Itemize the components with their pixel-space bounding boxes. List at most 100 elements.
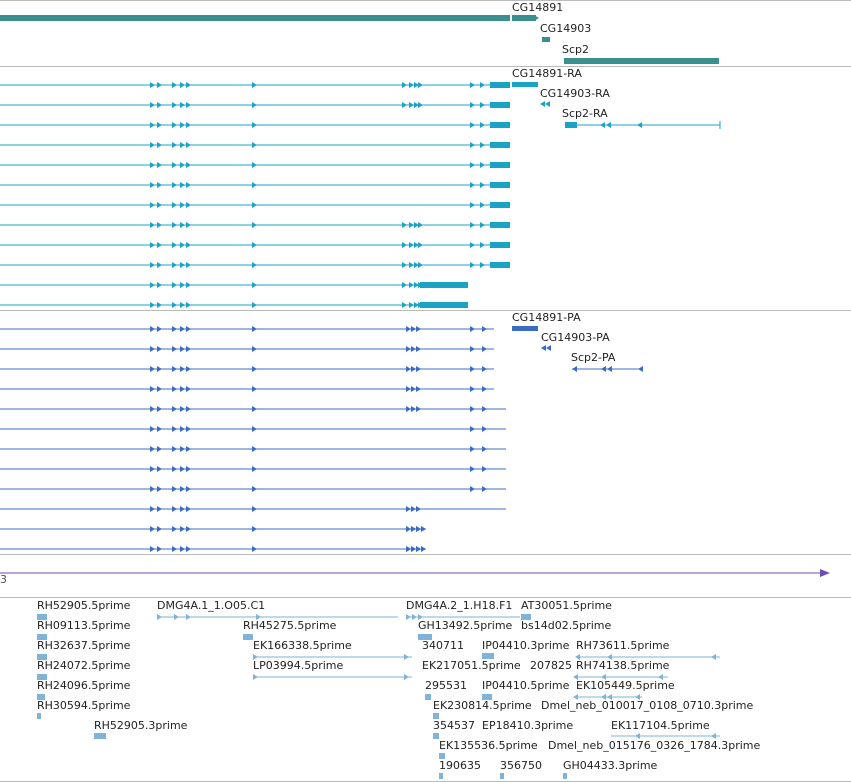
strand-arrow [186, 486, 191, 492]
est-label[interactable]: EK230814.5prime [433, 699, 532, 712]
strand-arrow [186, 386, 191, 392]
transcript-label-cg14891-ra[interactable]: CG14891-RA [512, 67, 582, 80]
strand-arrow [252, 406, 257, 412]
est-label[interactable]: EK166338.5prime [253, 639, 352, 652]
transcript-utr-exon [420, 282, 468, 288]
est-label[interactable]: 356750 [500, 759, 542, 772]
est-label[interactable]: RH09113.5prime [37, 619, 131, 632]
strand-arrow [256, 614, 261, 620]
gene-scp2 [564, 58, 719, 64]
strand-arrow [150, 82, 155, 88]
strand-arrow [150, 326, 155, 332]
strand-arrow [635, 694, 640, 700]
strand-arrow [186, 446, 191, 452]
est-label[interactable]: RH24096.5prime [37, 679, 131, 692]
strand-arrow [470, 386, 475, 392]
strand-arrow [157, 222, 162, 228]
strand-arrow [482, 426, 487, 432]
est-label[interactable]: Dmel_neb_010017_0108_0710.3prime [541, 699, 754, 712]
est-label[interactable]: RH74138.5prime [576, 659, 670, 672]
est-label[interactable]: LP03994.5prime [253, 659, 344, 672]
strand-arrow [480, 222, 485, 228]
est-label[interactable]: GH04433.3prime [563, 759, 658, 772]
strand-arrow [150, 346, 155, 352]
strand-arrow [470, 466, 475, 472]
strand-arrow [482, 366, 487, 372]
est-label[interactable]: bs14d02.5prime [521, 619, 612, 632]
strand-arrow [402, 262, 407, 268]
est-exon [37, 614, 47, 620]
est-label[interactable]: EK117104.5prime [611, 719, 710, 732]
strand-arrow [172, 486, 177, 492]
protein-label-scp2-pa[interactable]: Scp2-PA [571, 351, 616, 364]
strand-arrow [409, 222, 414, 228]
gene-label-cg14903[interactable]: CG14903 [540, 22, 592, 35]
est-label[interactable]: Dmel_neb_015176_0326_1784.3prime [548, 739, 761, 752]
strand-arrow [172, 326, 177, 332]
strand-arrow [252, 282, 257, 288]
est-label[interactable]: 295531 [425, 679, 467, 692]
est-label[interactable]: EK105449.5prime [576, 679, 675, 692]
est-label[interactable]: IP04410.3prime [482, 639, 570, 652]
transcript-label-scp2-ra[interactable]: Scp2-RA [562, 107, 608, 120]
strand-arrow [411, 526, 416, 532]
strand-arrow [172, 122, 177, 128]
est-label[interactable]: 354537 [433, 719, 475, 732]
protein-label-cg14891-pa[interactable]: CG14891-PA [512, 311, 581, 324]
strand-arrow [252, 182, 257, 188]
est-label[interactable]: EP18410.3prime [482, 719, 574, 732]
strand-arrow [157, 122, 162, 128]
strand-arrow [157, 466, 162, 472]
est-label[interactable]: AT30051.5prime [521, 599, 612, 612]
est-exon [94, 733, 106, 739]
gene-label-scp2[interactable]: Scp2 [562, 43, 590, 56]
strand-arrow [180, 222, 185, 228]
est-label[interactable]: DMG4A.1_1.O05.C1 [157, 599, 266, 612]
strand-arrow [186, 102, 191, 108]
est-label[interactable]: GH13492.5prime [418, 619, 513, 632]
strand-arrow [172, 82, 177, 88]
strand-arrow [607, 366, 612, 372]
est-label[interactable]: RH52905.3prime [94, 719, 188, 732]
strand-arrow [172, 102, 177, 108]
strand-arrow [480, 202, 485, 208]
est-exon [37, 713, 41, 719]
strand-arrow [480, 142, 485, 148]
gene-label-cg14891[interactable]: CG14891 [512, 1, 564, 14]
est-label[interactable]: EK217051.5prime [422, 659, 521, 672]
strand-arrow [480, 262, 485, 268]
gene-cg14891-block [512, 15, 536, 21]
transcript-utr-exon [490, 242, 510, 248]
est-label[interactable]: 207825 [530, 659, 572, 672]
est-label[interactable]: RH45275.5prime [243, 619, 337, 632]
strand-arrow [172, 506, 177, 512]
strand-arrow [252, 262, 257, 268]
scaffold-end-marker: 3 [0, 573, 7, 586]
transcript-label-cg14903-ra[interactable]: CG14903-RA [540, 87, 610, 100]
strand-arrow [482, 346, 487, 352]
protein-label-cg14903-pa[interactable]: CG14903-PA [541, 331, 610, 344]
strand-arrow [540, 101, 545, 107]
strand-arrow [172, 526, 177, 532]
strand-arrow [186, 282, 191, 288]
est-label[interactable]: RH24072.5prime [37, 659, 131, 672]
strand-arrow [402, 282, 407, 288]
strand-arrow [575, 654, 580, 660]
strand-arrow [414, 102, 419, 108]
est-label[interactable]: RH30594.5prime [37, 699, 131, 712]
strand-arrow [402, 302, 407, 308]
est-label[interactable]: RH73611.5prime [576, 639, 670, 652]
est-label[interactable]: RH32637.5prime [37, 639, 131, 652]
strand-arrow [150, 262, 155, 268]
strand-arrow [470, 102, 475, 108]
est-label[interactable]: IP04410.5prime [482, 679, 570, 692]
strand-arrow [418, 222, 423, 228]
est-label[interactable]: 340711 [422, 639, 464, 652]
est-label[interactable]: EK135536.5prime [439, 739, 538, 752]
est-exon [418, 634, 432, 640]
est-label[interactable]: 190635 [439, 759, 481, 772]
strand-arrow [180, 262, 185, 268]
est-label[interactable]: RH52905.5prime [37, 599, 131, 612]
est-label[interactable]: DMG4A.2_1.H18.F1 [406, 599, 513, 612]
gene-end-arrow [534, 15, 539, 21]
